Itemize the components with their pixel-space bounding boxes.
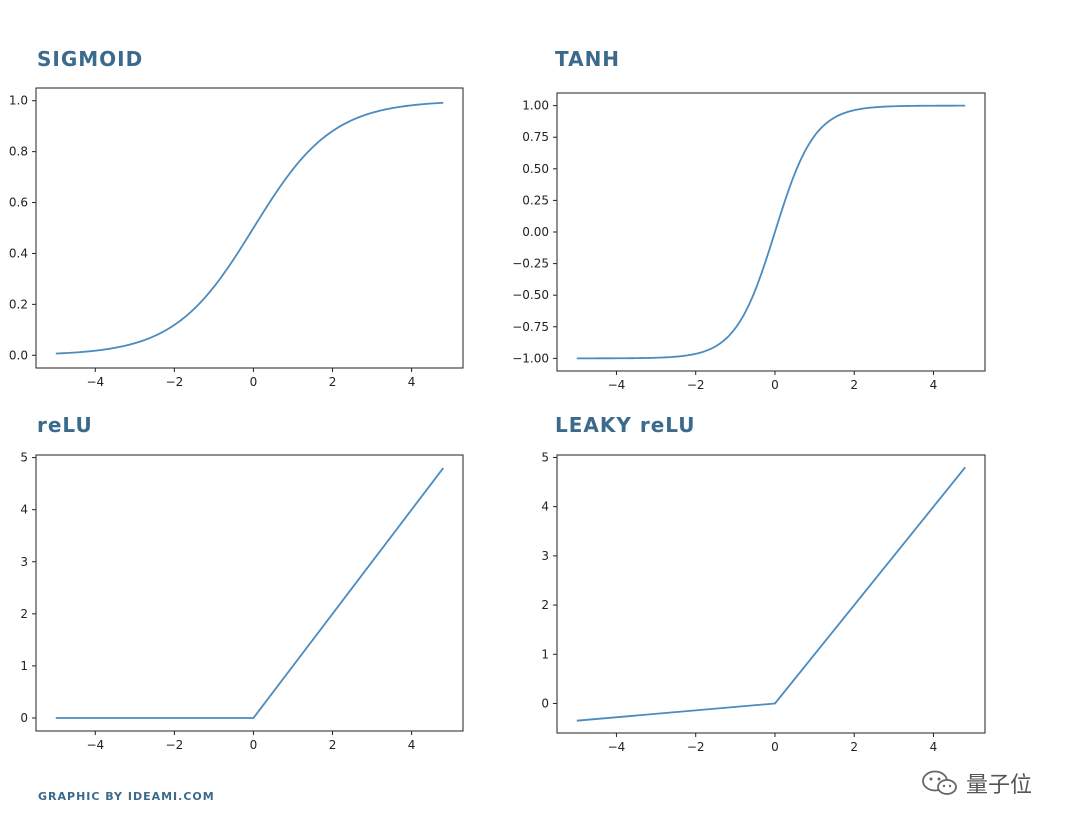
y-tick-label: 0.2 <box>9 297 28 311</box>
plot-frame <box>35 87 464 369</box>
x-tick-label: 0 <box>771 740 779 754</box>
x-tick-label: 2 <box>850 378 858 392</box>
series-line <box>576 466 966 722</box>
y-tick-label: 0 <box>541 696 549 710</box>
y-tick-label: 2 <box>541 598 549 612</box>
x-tick-label: 4 <box>408 738 416 752</box>
x-tick-label: 0 <box>250 375 258 389</box>
y-tick-label: 2 <box>20 607 28 621</box>
x-tick-label: 4 <box>408 375 416 389</box>
x-tick-label: −2 <box>687 740 705 754</box>
y-tick-label: 5 <box>20 451 28 465</box>
plot-frame <box>35 454 464 732</box>
sigmoid-title: SIGMOID <box>37 47 144 71</box>
y-tick-label: 0.25 <box>522 193 549 207</box>
wechat-logo-icon <box>922 770 957 795</box>
y-tick-label: 0.8 <box>9 145 28 159</box>
y-tick-label: 1 <box>541 647 549 661</box>
series-line <box>576 104 966 360</box>
y-tick-label: −1.00 <box>512 351 549 365</box>
x-tick-label: 4 <box>930 740 938 754</box>
tanh-title: TANH <box>555 47 621 71</box>
y-tick-label: 5 <box>541 450 549 464</box>
y-tick-label: 0.75 <box>522 130 549 144</box>
x-tick-label: −2 <box>166 375 184 389</box>
y-tick-label: 0.00 <box>522 225 549 239</box>
x-tick-label: 4 <box>930 378 938 392</box>
y-tick-label: 4 <box>541 500 549 514</box>
x-tick-label: 2 <box>329 738 337 752</box>
watermark: 量子位 <box>920 768 1032 798</box>
y-tick-label: 1.0 <box>9 94 28 108</box>
x-tick-label: −4 <box>86 738 104 752</box>
graphic-credit: GRAPHIC BY IDEAMI.COM <box>38 790 215 803</box>
watermark-text: 量子位 <box>966 773 1033 798</box>
y-tick-label: 0.50 <box>522 162 549 176</box>
series-line <box>55 101 444 355</box>
x-tick-label: −4 <box>86 375 104 389</box>
x-tick-label: 2 <box>850 740 858 754</box>
y-tick-label: 3 <box>20 555 28 569</box>
x-tick-label: −2 <box>166 738 184 752</box>
y-tick-label: −0.25 <box>512 257 549 271</box>
x-tick-label: 0 <box>250 738 258 752</box>
x-tick-label: 2 <box>329 375 337 389</box>
x-tick-label: −2 <box>687 378 705 392</box>
y-tick-label: 0.4 <box>9 246 28 260</box>
y-tick-label: 1.00 <box>522 99 549 113</box>
y-tick-label: −0.50 <box>512 288 549 302</box>
relu-title: reLU <box>37 413 93 437</box>
y-tick-label: 0.6 <box>9 196 28 210</box>
leaky-relu-title: LEAKY reLU <box>555 413 696 437</box>
y-tick-label: 3 <box>541 549 549 563</box>
x-tick-label: 0 <box>771 378 779 392</box>
y-tick-label: 0 <box>20 711 28 725</box>
series-line <box>55 467 444 719</box>
plot-frame <box>556 454 986 734</box>
y-tick-label: 4 <box>20 503 28 517</box>
y-tick-label: −0.75 <box>512 320 549 334</box>
x-tick-label: −4 <box>608 740 626 754</box>
y-tick-label: 1 <box>20 659 28 673</box>
y-tick-label: 0.0 <box>9 348 28 362</box>
x-tick-label: −4 <box>608 378 626 392</box>
